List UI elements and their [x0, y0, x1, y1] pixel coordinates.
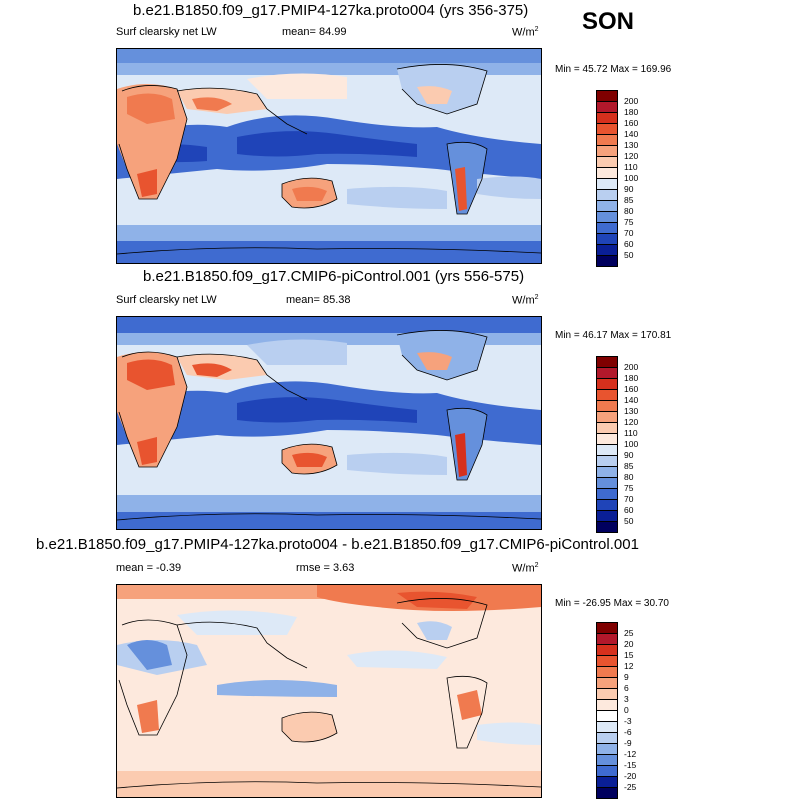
- colorbar-tick-label: -25: [624, 782, 637, 792]
- panel-2-variable-label: Surf clearsky net LW: [116, 294, 217, 306]
- colorbar-tick-label: 9: [624, 672, 629, 682]
- colorbar-tick-label: -3: [624, 716, 632, 726]
- colorbar-tick-label: 120: [624, 417, 639, 427]
- colorbar-tick-label: 160: [624, 384, 639, 394]
- colorbar-tick-label: 85: [624, 461, 634, 471]
- colorbar-tick-label: 0: [624, 705, 629, 715]
- colorbar-tick-label: 90: [624, 450, 634, 460]
- colorbar-tick-label: 140: [624, 129, 639, 139]
- panel-1-mean: mean= 84.99: [282, 26, 347, 38]
- colorbar-tick-label: 6: [624, 683, 629, 693]
- colorbar-tick-label: 110: [624, 428, 638, 438]
- colorbar-tick-label: 200: [624, 96, 639, 106]
- colorbar-tick-label: 100: [624, 173, 639, 183]
- panel-1-units: W/m2: [512, 26, 539, 39]
- panel-2-title: b.e21.B1850.f09_g17.CMIP6-piControl.001 …: [143, 268, 525, 285]
- colorbar-tick-label: 70: [624, 494, 634, 504]
- colorbar-tick-label: 12: [624, 661, 634, 671]
- panel-3-units: W/m2: [512, 562, 539, 575]
- colorbar-tick-label: 50: [624, 516, 634, 526]
- colorbar-swatch: [596, 255, 618, 267]
- colorbar-tick-label: -15: [624, 760, 637, 770]
- colorbar-tick-label: 200: [624, 362, 639, 372]
- colorbar-tick-label: 85: [624, 195, 634, 205]
- colorbar-tick-label: -12: [624, 749, 637, 759]
- panel-3-rmse: rmse = 3.63: [296, 562, 355, 574]
- colorbar-tick-label: 60: [624, 239, 634, 249]
- colorbar-tick-label: 130: [624, 140, 639, 150]
- colorbar-tick-label: 180: [624, 373, 639, 383]
- panel-3-mean: mean = -0.39: [116, 562, 182, 574]
- colorbar-tick-label: 70: [624, 228, 634, 238]
- colorbar-tick-label: 20: [624, 639, 634, 649]
- panel-1-minmax: Min = 45.72 Max = 169.96: [555, 64, 672, 75]
- colorbar-tick-label: 180: [624, 107, 639, 117]
- panel-1-variable-label: Surf clearsky net LW: [116, 26, 217, 38]
- colorbar-tick-label: 15: [624, 650, 634, 660]
- colorbar-tick-label: 75: [624, 217, 634, 227]
- panel-2-minmax: Min = 46.17 Max = 170.81: [555, 330, 672, 341]
- panel-1-map: [116, 48, 542, 264]
- colorbar-tick-label: -9: [624, 738, 632, 748]
- panel-3-map: [116, 584, 542, 798]
- colorbar-tick-label: 140: [624, 395, 639, 405]
- colorbar-tick-label: 60: [624, 505, 634, 515]
- colorbar-tick-label: -20: [624, 771, 637, 781]
- colorbar-tick-label: 120: [624, 151, 639, 161]
- colorbar-swatch: [596, 787, 618, 799]
- panel-2-map: [116, 316, 542, 530]
- colorbar-tick-label: 50: [624, 250, 634, 260]
- colorbar-tick-label: 160: [624, 118, 639, 128]
- colorbar-tick-label: 130: [624, 406, 639, 416]
- colorbar-tick-label: -6: [624, 727, 632, 737]
- panel-2-mean: mean= 85.38: [286, 294, 351, 306]
- colorbar-tick-label: 25: [624, 628, 634, 638]
- colorbar-tick-label: 75: [624, 483, 634, 493]
- colorbar-tick-label: 90: [624, 184, 634, 194]
- colorbar-tick-label: 80: [624, 472, 634, 482]
- colorbar-swatch: [596, 521, 618, 533]
- panel-3-title: b.e21.B1850.f09_g17.PMIP4-127ka.proto004…: [36, 536, 639, 553]
- colorbar-tick-label: 3: [624, 694, 629, 704]
- colorbar-tick-label: 80: [624, 206, 634, 216]
- panel-2-units: W/m2: [512, 294, 539, 307]
- colorbar-tick-label: 110: [624, 162, 638, 172]
- colorbar-tick-label: 100: [624, 439, 639, 449]
- panel-3-minmax: Min = -26.95 Max = 30.70: [555, 598, 669, 609]
- season-label: SON: [582, 8, 635, 35]
- panel-1-title: b.e21.B1850.f09_g17.PMIP4-127ka.proto004…: [133, 2, 529, 19]
